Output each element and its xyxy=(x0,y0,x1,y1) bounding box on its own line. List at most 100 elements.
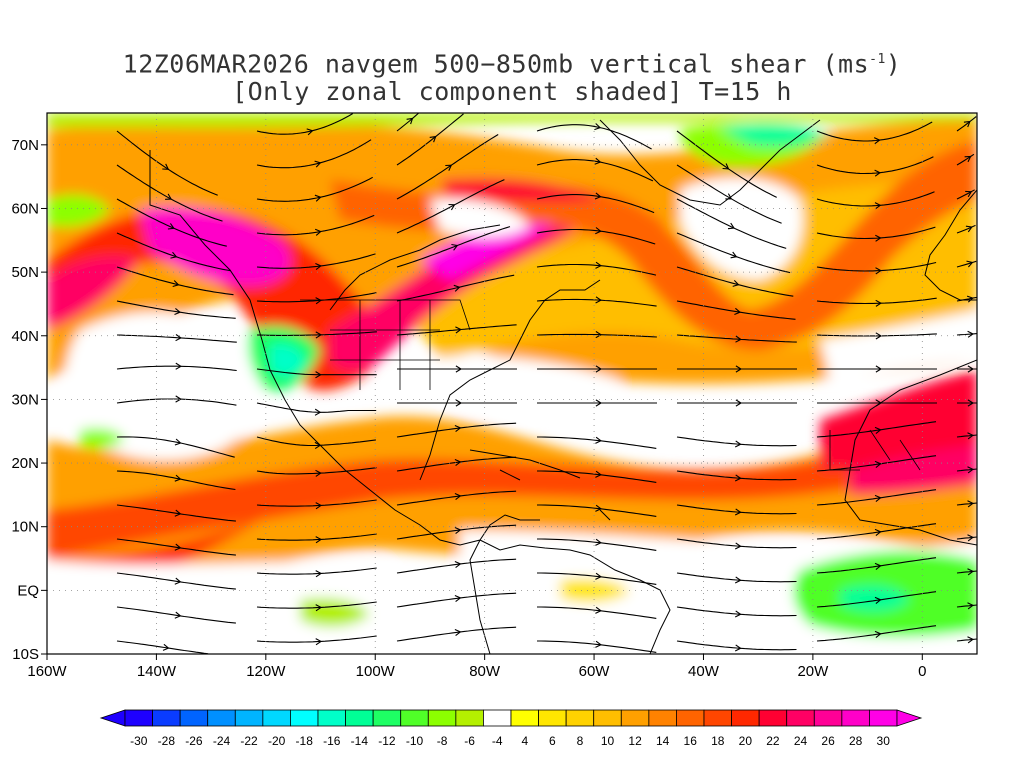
lon-tick-label: 120W xyxy=(246,663,286,680)
colorbar-label: -10 xyxy=(406,734,424,748)
colorbar-swatch xyxy=(510,709,539,727)
colorbar-swatch xyxy=(593,709,622,727)
streamline xyxy=(676,334,797,343)
south-america-coast xyxy=(469,539,671,654)
streamline xyxy=(256,436,376,447)
north-america-coast xyxy=(149,150,601,546)
streamline xyxy=(256,139,372,169)
streamline-arrowhead xyxy=(174,474,182,482)
streamline-arrowhead xyxy=(967,330,975,338)
map-title: 12Z06MAR2026 navgem 500−850mb vertical s… xyxy=(0,46,1024,106)
colorbar-swatch xyxy=(290,709,319,727)
streamline xyxy=(676,538,797,549)
streamline-arrowhead xyxy=(967,432,974,440)
streamline xyxy=(537,640,657,653)
streamline-arrowhead xyxy=(315,502,323,510)
streamline xyxy=(116,538,236,556)
colorbar-label: -8 xyxy=(437,734,448,748)
streamline xyxy=(256,402,377,413)
streamline xyxy=(116,300,236,319)
streamline-arrowhead xyxy=(595,640,602,648)
streamline xyxy=(537,538,657,551)
colorbar-swatch xyxy=(869,709,898,727)
colorbar-label: -14 xyxy=(351,734,369,748)
streamline-arrowhead xyxy=(595,331,603,339)
streamline xyxy=(676,232,791,274)
streamline-arrowhead xyxy=(451,243,459,251)
colorbar-label: 24 xyxy=(794,734,808,748)
streamline xyxy=(256,253,376,269)
colorbar-swatch xyxy=(207,709,236,727)
colorbar-swatch xyxy=(234,709,264,727)
streamline-arrowhead xyxy=(966,295,974,303)
streamline xyxy=(396,179,505,234)
lat-tick-label: 70N xyxy=(11,137,39,154)
streamline-arrowhead xyxy=(967,399,975,407)
streamline xyxy=(116,198,227,247)
streamline xyxy=(816,261,937,272)
streamline-arrowhead xyxy=(454,424,462,433)
colorbar-label: 8 xyxy=(577,734,584,748)
streamline xyxy=(676,164,782,224)
title-line-1: 12Z06MAR2026 navgem 500−850mb vertical s… xyxy=(122,49,902,79)
lat-lon-grid xyxy=(47,113,977,654)
streamline-arrowhead xyxy=(594,123,602,131)
streamline-arrowhead xyxy=(875,299,882,307)
colorbar-swatch xyxy=(758,709,788,727)
streamline xyxy=(116,640,209,654)
streamline-arrowhead xyxy=(730,251,738,259)
streamline xyxy=(396,524,517,540)
streamline-arrowhead xyxy=(175,334,182,342)
lat-tick-label: 30N xyxy=(11,391,39,408)
title-line-2: [Only zonal component shaded] T=15 h xyxy=(232,77,792,107)
streamline xyxy=(816,191,935,207)
lon-tick-label: 140W xyxy=(137,663,177,680)
streamline-arrowhead xyxy=(174,543,182,551)
streamline xyxy=(256,499,377,507)
streamline-arrowhead xyxy=(314,228,322,236)
streamline-arrowhead xyxy=(874,596,882,605)
streamline xyxy=(816,523,937,540)
colorbar-swatch xyxy=(455,709,484,727)
colorbar-swatch xyxy=(483,709,512,727)
streamline-arrowhead xyxy=(306,128,314,136)
streamline xyxy=(816,591,937,608)
streamline-arrowhead xyxy=(315,536,323,544)
lat-tick-label: EQ xyxy=(17,582,39,599)
streamline-arrowhead xyxy=(315,331,323,339)
streamline-arrowhead xyxy=(454,628,462,637)
streamline xyxy=(396,324,517,336)
streamline-arrowhead xyxy=(966,260,974,268)
streamline xyxy=(816,625,937,642)
streamline xyxy=(676,266,794,297)
colorbar-min-arrow xyxy=(99,709,126,727)
colorbar-swatch xyxy=(262,709,291,727)
streamline-arrowhead xyxy=(454,492,462,501)
streamline-arrowhead xyxy=(967,568,974,576)
streamline-arrowhead xyxy=(315,604,323,612)
streamline-arrowhead xyxy=(315,469,322,477)
streamline xyxy=(676,130,777,198)
streamline-arrowhead xyxy=(595,572,602,580)
streamline xyxy=(816,489,937,506)
streamline-arrowhead xyxy=(315,371,322,379)
streamline xyxy=(537,504,657,517)
colorbar-label: 20 xyxy=(739,734,753,748)
streamline-arrowhead xyxy=(734,576,742,584)
streamline xyxy=(116,572,236,590)
streamline-layer xyxy=(116,113,977,654)
colorbar-label: 4 xyxy=(521,734,528,748)
streamline-arrowhead xyxy=(875,365,883,373)
lat-tick-label: 20N xyxy=(11,455,39,472)
colorbar-label: -18 xyxy=(296,734,314,748)
streamline xyxy=(536,298,657,307)
streamline-arrowhead xyxy=(734,610,742,618)
streamline-arrowhead xyxy=(314,441,322,450)
streamline-arrowhead xyxy=(967,500,974,508)
streamline-arrowhead xyxy=(175,362,182,370)
streamline xyxy=(396,274,515,302)
lat-tick-label: 60N xyxy=(11,200,39,217)
colorbar-swatch xyxy=(179,709,209,727)
streamline-arrowhead xyxy=(735,335,742,343)
streamline-arrowhead xyxy=(595,296,602,304)
